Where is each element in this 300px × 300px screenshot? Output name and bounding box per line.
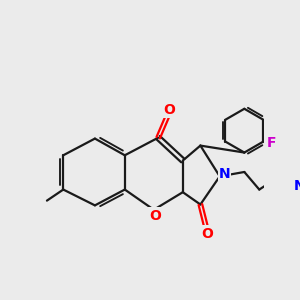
- Text: N: N: [219, 167, 230, 181]
- Text: F: F: [266, 136, 276, 150]
- Text: O: O: [201, 226, 213, 241]
- Text: O: O: [149, 208, 161, 223]
- Text: O: O: [163, 103, 175, 117]
- Text: N: N: [293, 178, 300, 193]
